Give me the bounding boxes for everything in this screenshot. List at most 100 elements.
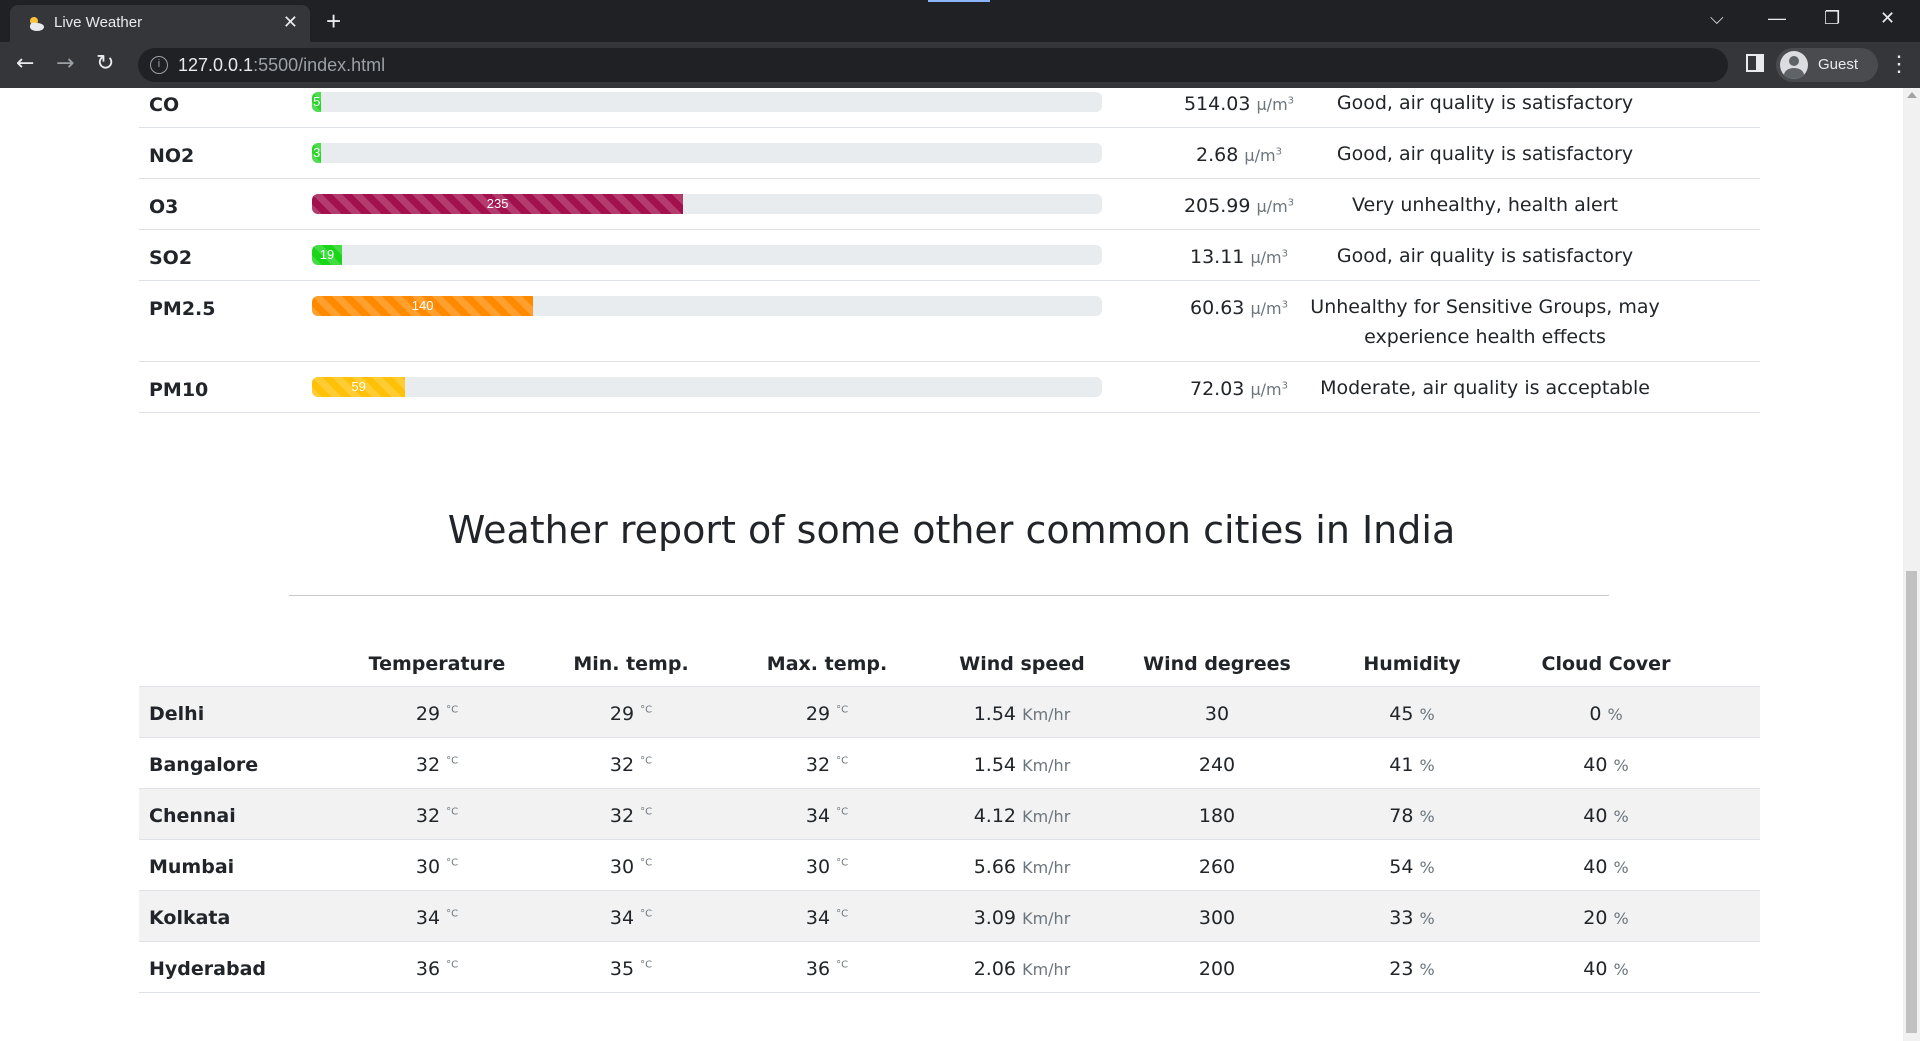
city-name: Kolkata [149,907,231,929]
max-cell: 29 °C [805,703,849,725]
city-name: Chennai [149,805,236,827]
cloud-cover-cell: 40 % [1583,754,1629,776]
max-cell: 32 °C [805,754,849,776]
column-header: Cloud Cover [1541,653,1671,675]
table-header-row: Temperature Min. temp. Max. temp. Wind spee… [139,633,1760,687]
weather-favicon [30,17,44,31]
column-header: Humidity [1363,653,1461,675]
profile-button[interactable]: Guest [1776,48,1878,82]
tab-loading-indicator [928,0,990,2]
reload-icon[interactable]: ↻ [96,51,115,76]
page-content: CO 5 514.03 μ/m3 Good, air quality is satis… [0,88,1903,1041]
city-row-kolkata: Kolkata 34 °C 34 °C 34 °C 3.09 Km/hr 300 33 % 2… [139,891,1760,942]
page-scrollbar[interactable] [1903,88,1920,1041]
humidity-cell: 78 % [1389,805,1435,827]
section-divider [289,595,1609,596]
city-name: Mumbai [149,856,235,878]
min-cell: 34 °C [609,907,653,929]
temp-cell: 32 °C [415,754,459,776]
city-row-mumbai: Mumbai 30 °C 30 °C 30 °C 5.66 Km/hr 260 54 % 40… [139,840,1760,891]
humidity-cell: 45 % [1389,703,1435,725]
wind-speed-cell: 2.06 Km/hr [973,958,1071,980]
browser-titlebar: Live Weather ✕ + ⌵ — ❐ ✕ [0,0,1920,42]
max-cell: 30 °C [805,856,849,878]
url-host: 127.0.0.1 [178,55,254,75]
wind-degrees-cell: 180 [1198,805,1236,827]
pollutant-value-number: 72.03 [1190,378,1245,400]
min-cell: 32 °C [609,805,653,827]
url-text[interactable]: 127.0.0.1:5500/index.html [178,55,385,76]
side-panel-icon[interactable] [1746,54,1764,72]
info-icon[interactable]: i [150,56,168,74]
min-cell: 30 °C [609,856,653,878]
pollutant-value: 72.03 μ/m3 [1139,378,1339,400]
pollutant-value: 514.03 μ/m3 [1139,93,1339,115]
pollutant-unit: μ/m3 [1250,380,1288,399]
column-header: Min. temp. [573,653,689,675]
temp-cell: 30 °C [415,856,459,878]
scroll-up-icon[interactable] [1907,92,1917,98]
air-quality-status: Good, air quality is satisfactory [1336,245,1634,267]
pollutant-name: NO2 [149,145,195,167]
city-row-chennai: Chennai 32 °C 32 °C 34 °C 4.12 Km/hr 180 78 % 4… [139,789,1760,840]
air-quality-status: Very unhealthy, health alert [1352,194,1618,216]
wind-degrees-cell: 240 [1198,754,1236,776]
air-quality-status: Good, air quality is satisfactory [1336,92,1634,114]
minimize-icon[interactable]: — [1768,8,1786,28]
restore-icon[interactable]: ❐ [1824,8,1841,28]
aq-row-pm25: PM2.5 140 60.63 μ/m3 Unhealthy for Sensitiv… [139,281,1760,362]
wind-speed-cell: 4.12 Km/hr [973,805,1071,827]
city-name: Hyderabad [149,958,266,980]
scroll-thumb[interactable] [1906,571,1917,1033]
temp-cell: 36 °C [415,958,459,980]
tab-search-icon[interactable]: ⌵ [1710,8,1724,28]
browser-toolbar: ← → ↻ i 127.0.0.1:5500/index.html Guest … [0,42,1920,88]
wind-speed-cell: 1.54 Km/hr [973,754,1071,776]
humidity-cell: 33 % [1389,907,1435,929]
wind-speed-cell: 3.09 Km/hr [973,907,1071,929]
pollutant-name: PM2.5 [149,298,216,320]
pollutant-unit: μ/m3 [1244,146,1282,165]
humidity-cell: 41 % [1389,754,1435,776]
aqi-progress-bar: 235 [312,194,684,214]
pollutant-name: PM10 [149,379,209,401]
aqi-progress-track: 19 [312,245,1102,265]
cloud-cover-cell: 40 % [1583,856,1629,878]
min-cell: 29 °C [609,703,653,725]
close-icon[interactable]: ✕ [1880,8,1896,28]
min-cell: 35 °C [609,958,653,980]
temp-cell: 32 °C [415,805,459,827]
pollutant-name: CO [149,94,180,116]
max-cell: 34 °C [805,805,849,827]
aqi-progress-bar: 19 [312,245,343,265]
cloud-cover-cell: 40 % [1583,805,1629,827]
new-tab-button[interactable]: + [326,6,342,36]
url-path: :5500/index.html [253,55,386,75]
address-bar[interactable]: i 127.0.0.1:5500/index.html [138,48,1847,82]
aqi-progress-track: 235 [312,194,1102,214]
aqi-progress-bar: 140 [312,296,534,316]
wind-speed-cell: 1.54 Km/hr [973,703,1071,725]
forward-icon[interactable]: → [56,51,75,76]
city-name: Bangalore [149,754,259,776]
aqi-progress-track: 140 [312,296,1102,316]
cloud-cover-cell: 40 % [1583,958,1629,980]
tab-close-icon[interactable]: ✕ [282,12,298,32]
city-row-hyderabad: Hyderabad 36 °C 35 °C 36 °C 2.06 Km/hr 200 23 … [139,942,1760,993]
wind-speed-cell: 5.66 Km/hr [973,856,1071,878]
tab-title: Live Weather [54,14,143,31]
aqi-progress-bar: 3 [312,143,322,163]
pollutant-name: SO2 [149,247,193,269]
city-name: Delhi [149,703,205,725]
pollutant-name: O3 [149,196,179,218]
pollutant-unit: μ/m3 [1250,299,1288,318]
browser-tab[interactable]: Live Weather ✕ [10,5,310,42]
temp-cell: 29 °C [415,703,459,725]
menu-icon[interactable]: ⋮ [1888,51,1910,76]
min-cell: 32 °C [609,754,653,776]
aqi-progress-bar: 5 [312,92,322,112]
back-icon[interactable]: ← [16,51,35,76]
column-header: Wind degrees [1143,653,1291,675]
section-title: Weather report of some other common citi… [447,508,1456,552]
aqi-progress-track: 3 [312,143,1102,163]
